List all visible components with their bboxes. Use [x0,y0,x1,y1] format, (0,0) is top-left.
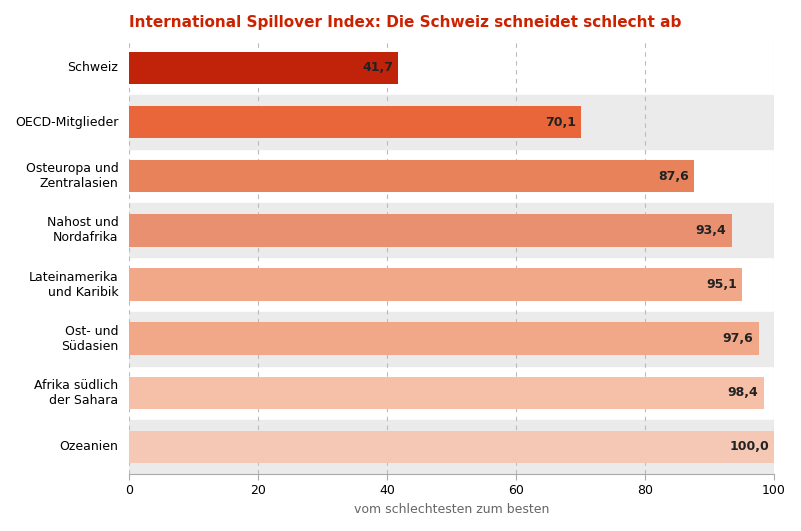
Bar [130,268,743,301]
Bar [130,214,731,246]
Bar [130,312,774,366]
X-axis label: vom schlechtesten zum besten: vom schlechtesten zum besten [354,503,549,516]
Text: 87,6: 87,6 [658,170,689,183]
Text: International Spillover Index: Die Schweiz schneidet schlecht ab: International Spillover Index: Die Schwe… [130,15,682,30]
Text: 98,4: 98,4 [728,387,759,399]
Bar [130,52,398,84]
Text: 97,6: 97,6 [723,332,754,345]
Bar [130,376,763,409]
Bar [130,160,694,193]
Text: 41,7: 41,7 [362,62,393,74]
Bar [130,420,774,474]
Text: 95,1: 95,1 [706,278,738,291]
Bar [130,203,774,258]
Bar [130,106,582,139]
Bar [130,95,774,149]
Bar [130,431,774,463]
Text: 100,0: 100,0 [729,440,769,453]
Text: 70,1: 70,1 [545,116,576,129]
Text: 93,4: 93,4 [695,224,727,237]
Bar [130,322,759,355]
